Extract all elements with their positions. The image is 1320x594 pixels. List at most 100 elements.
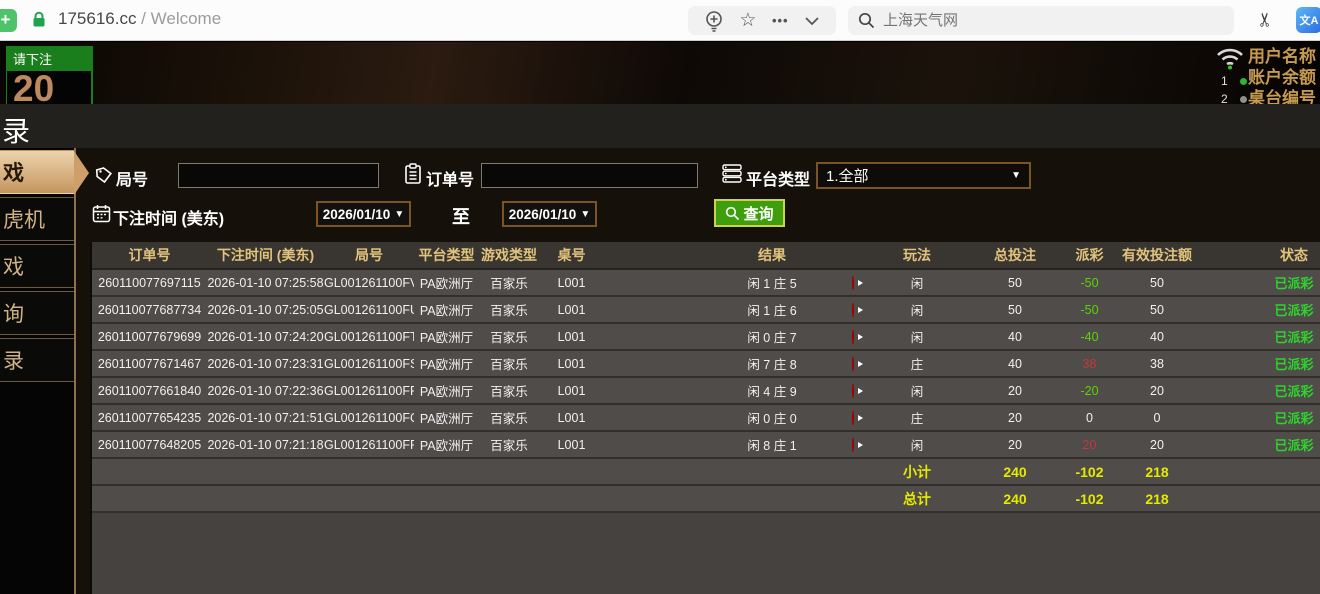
subtotal-valid-bet: 218 bbox=[1145, 463, 1169, 480]
line-1-status-dot bbox=[1239, 77, 1247, 85]
cell-bet-time: 2026-01-10 07:23:31 bbox=[207, 356, 324, 371]
url-host: 175616.cc bbox=[58, 9, 137, 28]
replay-play-icon[interactable] bbox=[852, 302, 854, 317]
platform-type-select[interactable]: 1.全部 ▼ bbox=[816, 162, 1031, 189]
cell-table-no: L001 bbox=[557, 410, 586, 425]
sidebar-item-live-games[interactable]: 戏 bbox=[0, 150, 89, 195]
cell-game-type: 百家乐 bbox=[490, 412, 528, 426]
cell-result: 闲 7 庄 8 bbox=[747, 358, 797, 372]
chevron-down-icon[interactable] bbox=[804, 16, 820, 26]
cell-order-no: 260110077679699 bbox=[97, 329, 202, 344]
to-label: 至 bbox=[452, 207, 470, 227]
line-1-indicator[interactable]: 1 bbox=[1221, 74, 1247, 88]
search-icon bbox=[858, 12, 875, 29]
col-header-time: 下注时间 (美东) bbox=[216, 247, 315, 263]
cell-round-no: GL001261100FP bbox=[324, 437, 414, 452]
cell-order-no: 260110077661840 bbox=[97, 383, 202, 398]
cell-bet-time: 2026-01-10 07:22:36 bbox=[207, 383, 324, 398]
address-bar[interactable]: 175616.cc / Welcome bbox=[58, 9, 221, 29]
date-from-value: 2026/01/10 bbox=[322, 206, 391, 222]
url-path: / Welcome bbox=[136, 9, 222, 28]
search-input[interactable] bbox=[883, 12, 1183, 29]
cell-payout: -40 bbox=[1080, 329, 1099, 344]
cell-game-type: 百家乐 bbox=[490, 304, 528, 318]
favorite-star-icon[interactable]: ☆ bbox=[739, 10, 757, 31]
cell-result: 闲 0 庄 7 bbox=[747, 331, 797, 345]
col-header-game: 游戏类型 bbox=[481, 247, 537, 263]
cell-status: 已派彩 bbox=[1274, 330, 1314, 345]
grand-total-total-bet: 240 bbox=[1003, 490, 1027, 507]
cell-total-bet: 40 bbox=[1008, 356, 1022, 371]
cell-round-no: GL001261100FR bbox=[324, 383, 414, 398]
table-row: 260110077697115 2026-01-10 07:25:58 GL00… bbox=[92, 270, 1320, 297]
table-body: 260110077697115 2026-01-10 07:25:58 GL00… bbox=[92, 270, 1320, 459]
sidebar-item-label: 戏 bbox=[3, 256, 24, 279]
replay-play-icon[interactable] bbox=[852, 356, 854, 371]
date-caret-icon: ▼ bbox=[394, 208, 405, 220]
tag-icon bbox=[95, 167, 112, 184]
sidebar-item-records[interactable]: 录 bbox=[0, 338, 74, 382]
translate-icon[interactable]: 文A bbox=[1296, 7, 1320, 33]
cell-total-bet: 40 bbox=[1008, 329, 1022, 344]
cell-play-type: 庄 bbox=[910, 412, 924, 426]
query-search-icon bbox=[726, 206, 740, 220]
browser-action-cluster: ☆ ••• bbox=[688, 6, 836, 35]
replay-play-icon[interactable] bbox=[852, 275, 854, 290]
cell-payout: 20 bbox=[1082, 437, 1097, 452]
cell-valid-bet: 20 bbox=[1150, 437, 1164, 452]
round-no-input[interactable] bbox=[178, 163, 379, 188]
cell-platform: PA欧洲厅 bbox=[419, 304, 474, 318]
grand-total-label: 总计 bbox=[903, 490, 931, 507]
cell-table-no: L001 bbox=[557, 437, 586, 452]
sidebar-item-label: 戏 bbox=[3, 162, 24, 185]
line-1-number: 1 bbox=[1221, 74, 1228, 88]
line-2-indicator[interactable]: 2 bbox=[1221, 92, 1247, 106]
table-row: 260110077661840 2026-01-10 07:22:36 GL00… bbox=[92, 378, 1320, 405]
table-row: 260110077648205 2026-01-10 07:21:18 GL00… bbox=[92, 432, 1320, 459]
browser-search-box[interactable] bbox=[848, 6, 1234, 35]
date-from-picker[interactable]: 2026/01/10 ▼ bbox=[316, 201, 411, 227]
sidebar-item-inquiry[interactable]: 询 bbox=[0, 291, 74, 335]
query-button[interactable]: 查询 bbox=[714, 199, 785, 227]
cell-platform: PA欧洲厅 bbox=[419, 412, 474, 426]
bet-prompt-label: 请下注 bbox=[6, 46, 93, 71]
replay-play-icon[interactable] bbox=[852, 329, 854, 344]
wifi-signal-icon bbox=[1217, 48, 1243, 70]
more-menu-icon[interactable]: ••• bbox=[771, 13, 789, 28]
cell-order-no: 260110077654235 bbox=[97, 410, 202, 425]
cell-result: 闲 1 庄 6 bbox=[747, 304, 797, 318]
line-2-status-dot bbox=[1239, 95, 1247, 103]
col-header-round: 局号 bbox=[355, 247, 383, 263]
cell-total-bet: 20 bbox=[1008, 437, 1022, 452]
cell-platform: PA欧洲厅 bbox=[419, 358, 474, 372]
line-2-number: 2 bbox=[1221, 92, 1228, 106]
cell-payout: -20 bbox=[1080, 383, 1099, 398]
date-to-picker[interactable]: 2026/01/10 ▼ bbox=[502, 201, 597, 227]
sidebar-item-slots[interactable]: 虎机 bbox=[0, 197, 74, 241]
secure-lock-icon[interactable] bbox=[31, 11, 47, 28]
balance-label: 账户余额 bbox=[1248, 68, 1316, 87]
date-caret-icon: ▼ bbox=[580, 208, 591, 220]
replay-play-icon[interactable] bbox=[852, 383, 854, 398]
grand-total-row: 总计 240 -102 218 bbox=[92, 486, 1320, 513]
table-row: 260110077671467 2026-01-10 07:23:31 GL00… bbox=[92, 351, 1320, 378]
cell-round-no: GL001261100FU bbox=[324, 302, 414, 317]
cell-play-type: 庄 bbox=[910, 358, 924, 372]
subtotal-label: 小计 bbox=[903, 463, 931, 480]
sidebar-item-games[interactable]: 戏 bbox=[0, 244, 74, 288]
replay-play-icon[interactable] bbox=[852, 410, 854, 425]
collect-icon[interactable] bbox=[704, 10, 724, 32]
replay-play-icon[interactable] bbox=[852, 437, 854, 452]
username-label: 用户名称 bbox=[1248, 47, 1316, 66]
order-no-input[interactable] bbox=[481, 163, 698, 188]
cell-game-type: 百家乐 bbox=[490, 358, 528, 372]
cell-game-type: 百家乐 bbox=[490, 385, 528, 399]
cell-total-bet: 50 bbox=[1008, 302, 1022, 317]
table-row: 260110077654235 2026-01-10 07:21:51 GL00… bbox=[92, 405, 1320, 432]
col-header-valid-bet: 有效投注额 bbox=[1122, 247, 1192, 263]
screenshot-scissors-icon[interactable]: ✂ bbox=[1255, 11, 1277, 28]
col-header-total-bet: 总投注 bbox=[994, 247, 1036, 263]
order-no-label: 订单号 bbox=[426, 172, 475, 189]
platform-selected-value: 1.全部 bbox=[826, 168, 869, 185]
adblock-shield-icon[interactable]: + bbox=[0, 9, 17, 32]
